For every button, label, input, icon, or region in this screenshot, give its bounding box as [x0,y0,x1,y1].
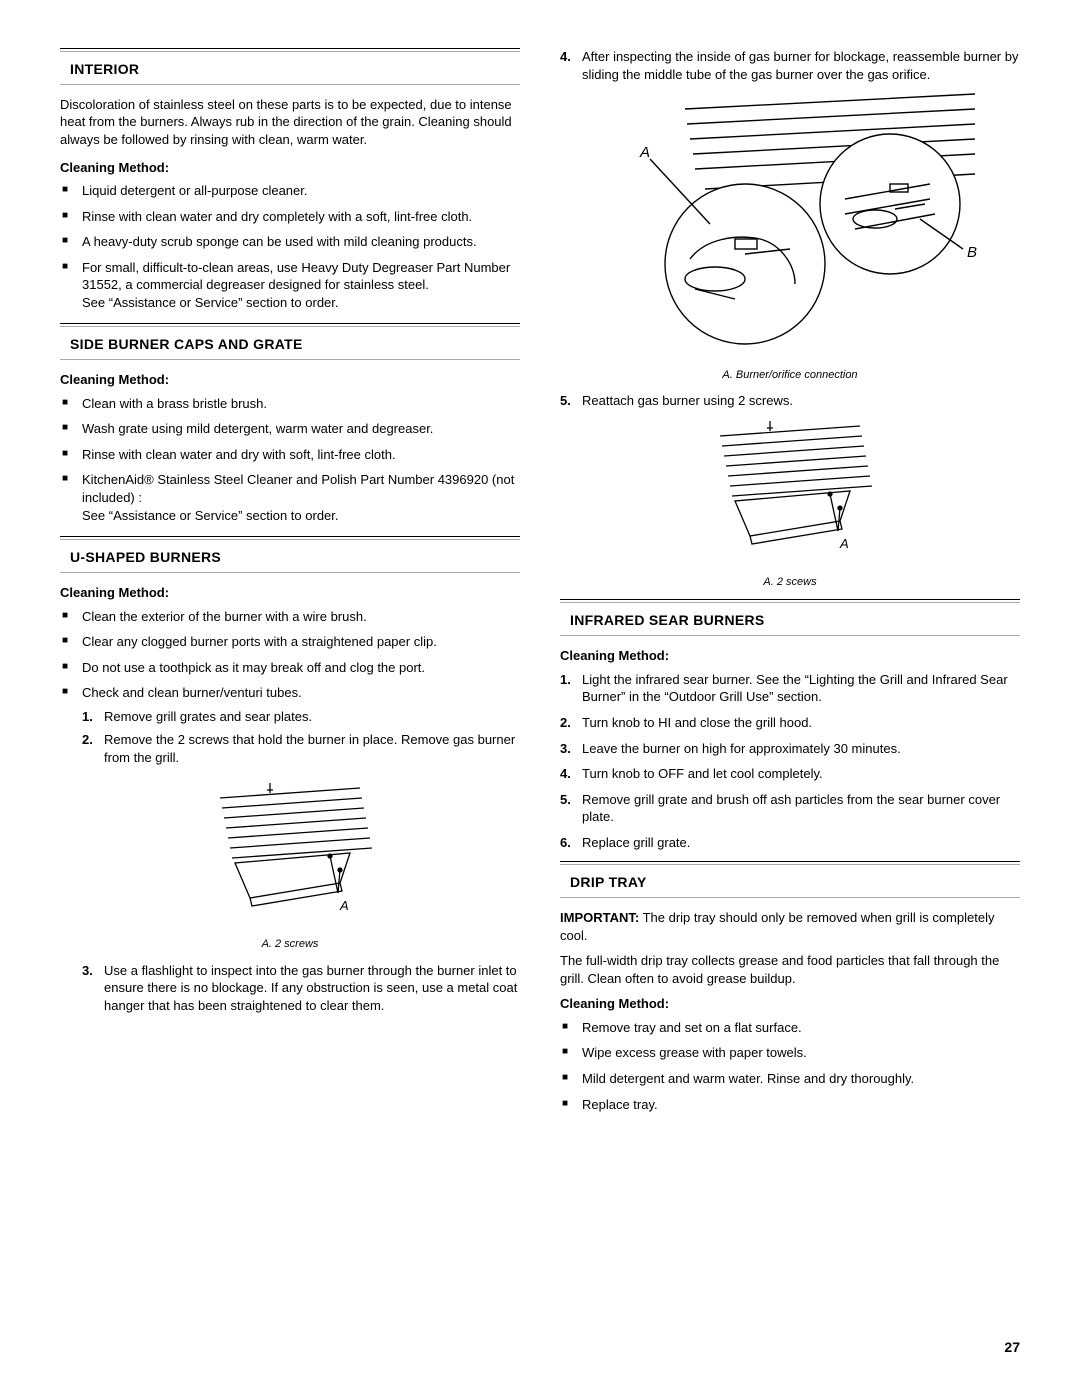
section-rule [60,536,520,540]
section-rule [60,323,520,327]
sublist-item: Remove grill grates and sear plates. [82,708,520,726]
list-item: Turn knob to OFF and let cool completely… [560,765,1020,783]
list-item: Rinse with clean water and dry completel… [60,208,520,226]
left-column: INTERIOR Discoloration of stainless stee… [60,48,520,1125]
figure-caption: A. 2 scews [560,575,1020,590]
step4-text: After inspecting the inside of gas burne… [582,49,1018,82]
figure-screws-right: A A. 2 scews [560,416,1020,589]
section-rule [60,359,520,361]
list-item: Wash grate using mild detergent, warm wa… [60,420,520,438]
important-label: IMPORTANT: [560,910,639,925]
page: INTERIOR Discoloration of stainless stee… [0,0,1080,1165]
section-rule [60,572,520,574]
figure-label-a: A [839,536,849,551]
section-rule [60,48,520,52]
right-column: 4. After inspecting the inside of gas bu… [560,48,1020,1125]
list-item: Leave the burner on high for approximate… [560,740,1020,758]
list-item-text: Check and clean burner/venturi tubes. [82,685,302,700]
list-item: Replace grill grate. [560,834,1020,852]
drip-important: IMPORTANT: The drip tray should only be … [560,909,1020,944]
ushaped-list: Clean the exterior of the burner with a … [60,608,520,767]
drip-desc: The full-width drip tray collects grease… [560,952,1020,987]
section-rule [60,84,520,86]
page-number: 27 [1004,1338,1020,1357]
figure-screws-left: A A. 2 screws [60,778,520,951]
list-item-text: For small, difficult-to-clean areas, use… [82,260,510,310]
step3-number: 3. [82,962,93,980]
sublist-item: Remove the 2 screws that hold the burner… [82,731,520,766]
list-item: Light the infrared sear burner. See the … [560,671,1020,706]
drip-list: Remove tray and set on a flat surface. W… [560,1019,1020,1113]
step4-row: 4. After inspecting the inside of gas bu… [560,48,1020,83]
list-item: KitchenAid® Stainless Steel Cleaner and … [60,471,520,524]
cleaning-method-label: Cleaning Method: [60,159,520,177]
figure-label-a: A [339,898,349,913]
list-item: A heavy-duty scrub sponge can be used wi… [60,233,520,251]
cleaning-method-label: Cleaning Method: [60,584,520,602]
section-rule [560,599,1020,603]
list-item: Do not use a toothpick as it may break o… [60,659,520,677]
heading-ushaped: U-SHAPED BURNERS [60,546,520,570]
list-item: Liquid detergent or all-purpose cleaner. [60,182,520,200]
interior-intro: Discoloration of stainless steel on thes… [60,96,520,149]
screws-diagram-icon: A [190,778,390,933]
heading-infrared: INFRARED SEAR BURNERS [560,609,1020,633]
list-item: Clean the exterior of the burner with a … [60,608,520,626]
list-item: Check and clean burner/venturi tubes. Re… [60,684,520,766]
list-item: For small, difficult-to-clean areas, use… [60,259,520,312]
section-rule [560,861,1020,865]
cleaning-method-label: Cleaning Method: [560,647,1020,665]
section-rule [560,635,1020,637]
list-item: Clean with a brass bristle brush. [60,395,520,413]
figure-caption: A. Burner/orifice connection [560,368,1020,383]
cleaning-method-label: Cleaning Method: [60,371,520,389]
list-item-text: KitchenAid® Stainless Steel Cleaner and … [82,472,514,522]
list-item: Remove tray and set on a flat surface. [560,1019,1020,1037]
section-rule [560,897,1020,899]
list-item: Rinse with clean water and dry with soft… [60,446,520,464]
list-item: Clear any clogged burner ports with a st… [60,633,520,651]
list-item: Mild detergent and warm water. Rinse and… [560,1070,1020,1088]
screws-diagram-icon: A [690,416,890,571]
cleaning-method-label: Cleaning Method: [560,995,1020,1013]
infrared-steps: Light the infrared sear burner. See the … [560,671,1020,851]
heading-drip: DRIP TRAY [560,871,1020,895]
step4-number: 4. [560,48,571,66]
step3-row: 3. Use a flashlight to inspect into the … [60,962,520,1015]
orifice-diagram-icon: A B [595,89,985,364]
step5-text: Reattach gas burner using 2 screws. [582,393,793,408]
heading-interior: INTERIOR [60,58,520,82]
list-item: Replace tray. [560,1096,1020,1114]
figure-label-a: A [639,144,650,161]
figure-label-b: B [967,244,977,261]
list-item: Turn knob to HI and close the grill hood… [560,714,1020,732]
heading-caps: SIDE BURNER CAPS AND GRATE [60,333,520,357]
list-item: Remove grill grate and brush off ash par… [560,791,1020,826]
caps-list: Clean with a brass bristle brush. Wash g… [60,395,520,524]
list-item: Wipe excess grease with paper towels. [560,1044,1020,1062]
ushaped-sublist: Remove grill grates and sear plates. Rem… [82,708,520,767]
step5-number: 5. [560,392,571,410]
step5-row: 5. Reattach gas burner using 2 screws. [560,392,1020,410]
figure-orifice: A B A. Burner/orifice connection [560,89,1020,382]
step3-text: Use a flashlight to inspect into the gas… [104,963,517,1013]
interior-list: Liquid detergent or all-purpose cleaner.… [60,182,520,311]
figure-caption: A. 2 screws [60,937,520,952]
